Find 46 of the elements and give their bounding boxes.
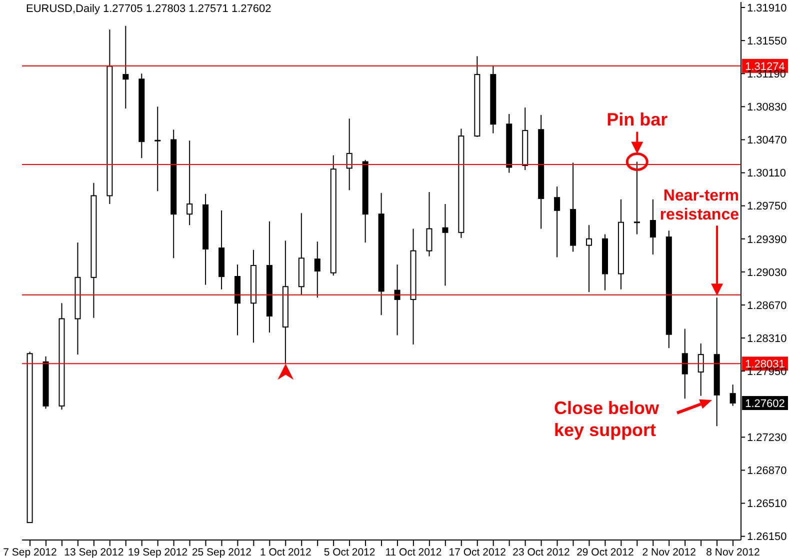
- candlestick: [554, 186, 560, 258]
- candlestick: [442, 203, 448, 286]
- x-tick-label: 19 Sep 2012: [128, 546, 188, 558]
- candlestick: [586, 224, 592, 293]
- y-tick-label: 1.27230: [747, 432, 787, 444]
- y-tick-label: 1.29030: [747, 266, 787, 279]
- y-tick-label: 1.29750: [747, 200, 787, 213]
- x-tick-label: 5 Oct 2012: [324, 546, 376, 558]
- x-tick-label: 1 Oct 2012: [260, 546, 312, 558]
- candlestick: [698, 343, 704, 396]
- x-tick-label: 25 Sep 2012: [192, 546, 252, 558]
- y-tick-label: 1.31910: [747, 2, 787, 14]
- candlestick: [394, 264, 400, 336]
- y-tick-label: 1.26870: [747, 465, 787, 478]
- annotation: Pin bar: [606, 110, 668, 130]
- candlestick: [346, 118, 352, 191]
- y-tick-label: 1.26510: [747, 498, 787, 510]
- x-tick-label: 2 Nov 2012: [642, 546, 696, 558]
- y-tick-label: 1.30470: [747, 134, 787, 147]
- candlestick: [682, 328, 688, 400]
- candlestick: [730, 384, 736, 406]
- y-tick-label: 1.31550: [747, 35, 787, 48]
- x-tick-label: 17 Oct 2012: [448, 546, 506, 558]
- candlestick: [633, 161, 641, 235]
- y-tick-label: 1.30830: [747, 102, 787, 114]
- x-tick-label: 11 Oct 2012: [385, 546, 442, 558]
- candlestick: [122, 25, 129, 109]
- candlestick: [186, 140, 193, 226]
- candlestick: [154, 106, 162, 192]
- chart-title: EURUSD,Daily 1.27705 1.27803 1.27571 1.27602: [26, 3, 272, 15]
- x-tick-label: 23 Oct 2012: [512, 546, 570, 558]
- y-tick-label: 1.29390: [747, 234, 787, 246]
- y-tick-label: 1.28310: [747, 332, 787, 345]
- candlestick: [650, 198, 656, 255]
- y-tick-label: 1.30110: [747, 168, 786, 180]
- annotation: Close below key support: [554, 398, 660, 440]
- annotation: Near-term resistance: [660, 188, 740, 224]
- x-tick-label: 29 Oct 2012: [576, 546, 634, 558]
- x-tick-label: 13 Sep 2012: [64, 546, 124, 558]
- x-tick-label: 7 Sep 2012: [3, 546, 58, 558]
- candlestick: [426, 192, 432, 257]
- y-tick-label: 1.28670: [747, 300, 787, 312]
- x-tick-label: 8 Nov 2012: [706, 546, 760, 558]
- y-tick-label: 1.26150: [747, 531, 787, 544]
- candlestick: [314, 241, 320, 298]
- price-tag: 1.27602: [742, 396, 788, 410]
